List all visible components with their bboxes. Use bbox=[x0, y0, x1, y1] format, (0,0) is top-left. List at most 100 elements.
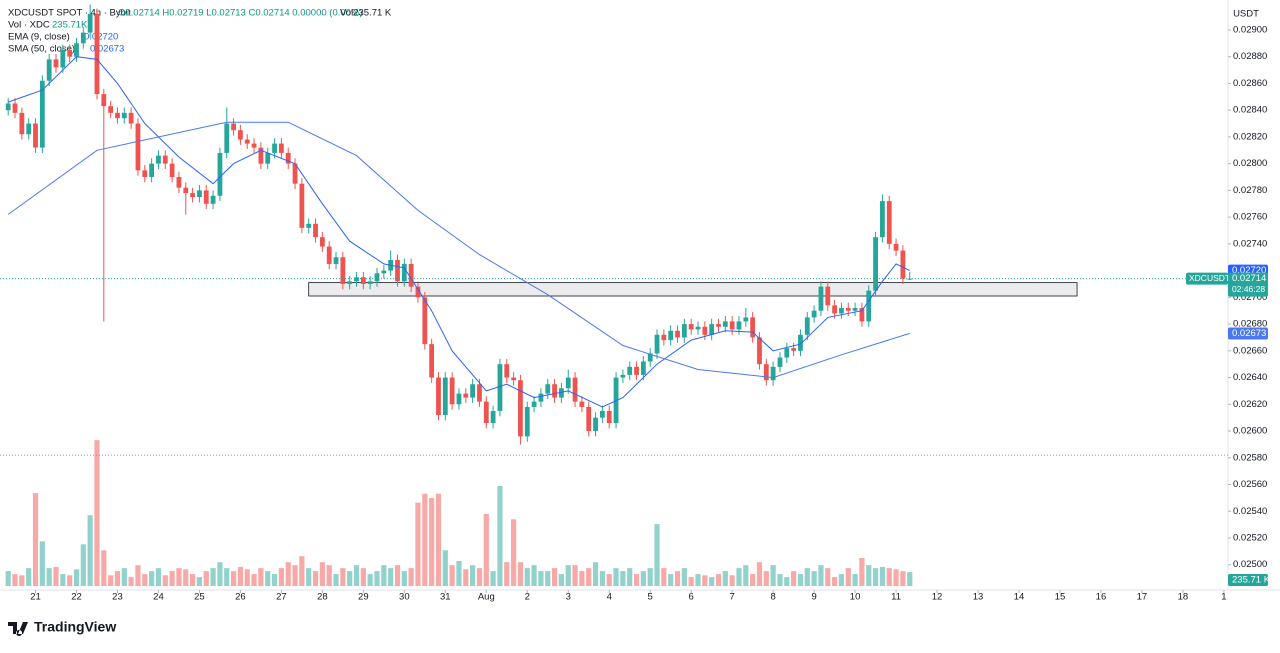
legend-ema-value: 0.02720 bbox=[84, 32, 118, 43]
volume-bar bbox=[586, 568, 592, 586]
volume-bar bbox=[394, 565, 401, 586]
volume-bar bbox=[804, 568, 810, 586]
candle-body bbox=[87, 13, 93, 33]
volume-bar bbox=[722, 571, 728, 586]
volume-bar bbox=[401, 571, 407, 586]
volume-bar bbox=[415, 502, 421, 586]
candle-body bbox=[640, 361, 646, 375]
candle-body bbox=[654, 334, 660, 354]
sma-tag-label: 0.02673 bbox=[1232, 328, 1266, 339]
candle-body bbox=[736, 321, 742, 330]
candle-body bbox=[490, 410, 496, 424]
volume-bar bbox=[60, 574, 66, 586]
candle-body bbox=[456, 393, 462, 405]
y-tick-label: 0.02700 bbox=[1233, 292, 1267, 303]
x-tick-label: 25 bbox=[194, 592, 205, 603]
candle-body bbox=[190, 193, 196, 198]
candle-body bbox=[709, 324, 715, 335]
volume-bar bbox=[114, 571, 121, 586]
volume-bar bbox=[674, 571, 681, 586]
candle-body bbox=[763, 364, 769, 381]
candle-body bbox=[620, 374, 626, 378]
volume-bar bbox=[900, 571, 906, 586]
volume-bar bbox=[695, 574, 701, 586]
x-tick-label: 3 bbox=[566, 592, 571, 603]
sma-tag bbox=[1228, 327, 1268, 340]
candle-body bbox=[675, 330, 680, 338]
x-tick-label: 18 bbox=[1178, 592, 1189, 603]
candle-body bbox=[333, 257, 339, 264]
candle-body bbox=[572, 377, 578, 402]
candle-body bbox=[33, 123, 38, 148]
volume-bar bbox=[217, 562, 223, 586]
candle-body bbox=[203, 190, 209, 204]
volume-bar bbox=[620, 571, 626, 586]
candle-body bbox=[429, 344, 435, 378]
currency-label: USDT bbox=[1233, 9, 1259, 20]
candle-body bbox=[470, 384, 476, 398]
candle-body bbox=[627, 366, 633, 375]
x-tick-label: Aug bbox=[478, 592, 495, 603]
volume-bar bbox=[845, 568, 851, 586]
candle-body bbox=[162, 155, 168, 164]
candle-body bbox=[463, 393, 469, 398]
volume-bar bbox=[285, 562, 291, 586]
candle-body bbox=[381, 270, 387, 274]
volume-bar bbox=[237, 566, 244, 586]
x-tick-label: 27 bbox=[276, 592, 287, 603]
candle-body bbox=[347, 281, 353, 284]
y-tick-label: 0.02640 bbox=[1233, 372, 1267, 383]
candle-body bbox=[866, 290, 872, 322]
candle-body bbox=[244, 139, 250, 144]
countdown-label: 02:46:28 bbox=[1232, 284, 1265, 294]
volume-bar bbox=[702, 575, 708, 586]
x-tick-label: 23 bbox=[112, 592, 123, 603]
candle-body bbox=[436, 377, 441, 415]
x-tick-label: 11 bbox=[891, 592, 901, 603]
candle-body bbox=[559, 388, 564, 398]
volume-bar bbox=[599, 571, 605, 586]
legend-volume: Vol235.71 K bbox=[340, 8, 392, 19]
candle-body bbox=[272, 143, 277, 153]
candle-body bbox=[183, 187, 189, 194]
volume-bar bbox=[579, 571, 585, 586]
candle-body bbox=[449, 377, 455, 405]
volume-bar bbox=[483, 513, 489, 586]
candle-body bbox=[292, 163, 298, 184]
volume-bar bbox=[374, 571, 380, 586]
volume-bar bbox=[271, 574, 278, 586]
candle-body bbox=[518, 380, 523, 437]
volume-bar bbox=[32, 493, 39, 586]
candle-body bbox=[791, 348, 797, 351]
candle-body bbox=[135, 123, 141, 171]
candle-body bbox=[873, 237, 878, 291]
candle-body bbox=[825, 286, 831, 306]
candle-body bbox=[108, 106, 114, 113]
candle-body bbox=[285, 152, 291, 164]
volume-bar bbox=[490, 571, 496, 586]
x-tick-label: 4 bbox=[607, 592, 612, 603]
volume-bar bbox=[429, 497, 435, 586]
volume-bar bbox=[26, 568, 32, 586]
volume-bar bbox=[558, 574, 565, 586]
volume-bar bbox=[80, 544, 86, 586]
legend-vol-value: 235.71K bbox=[52, 20, 88, 31]
logo-text: TradingView bbox=[34, 619, 116, 635]
x-tick-label: 21 bbox=[30, 592, 41, 603]
y-tick-label: 0.02580 bbox=[1233, 452, 1267, 463]
candle-body bbox=[886, 201, 892, 244]
y-tick-label: 0.02660 bbox=[1233, 345, 1267, 356]
candle-body bbox=[142, 170, 148, 178]
volume-bar bbox=[408, 568, 414, 586]
candle-body bbox=[46, 59, 52, 81]
y-tick-label: 0.02680 bbox=[1233, 319, 1267, 330]
candle-body bbox=[278, 143, 284, 153]
volume-bar bbox=[306, 568, 312, 586]
candle-body bbox=[688, 324, 694, 330]
volume-bar bbox=[661, 568, 667, 586]
candle-body bbox=[94, 13, 100, 95]
legend-sma-value: 0.02673 bbox=[90, 44, 124, 55]
candle-body bbox=[845, 308, 851, 311]
candle-body bbox=[367, 281, 373, 284]
